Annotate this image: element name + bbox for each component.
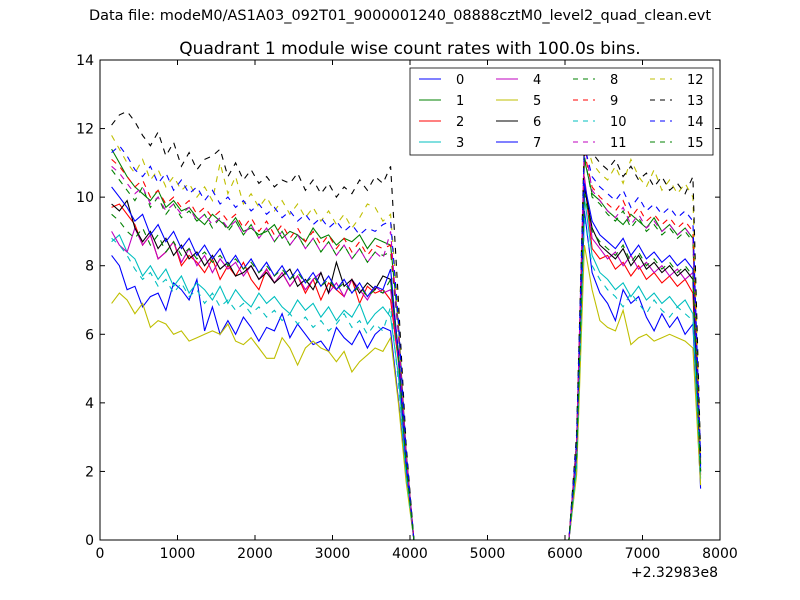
series-line-8 xyxy=(111,155,702,540)
series-line-13 xyxy=(111,110,702,540)
series-line-5 xyxy=(111,245,702,540)
legend-label-12: 12 xyxy=(687,73,704,88)
y-tick-label: 12 xyxy=(76,122,94,138)
x-tick-label: 4000 xyxy=(392,546,428,562)
legend-label-2: 2 xyxy=(456,115,464,130)
legend-label-10: 10 xyxy=(610,115,627,130)
x-tick-label: 8000 xyxy=(702,546,738,562)
x-tick-label: 7000 xyxy=(625,546,661,562)
chart-title: Quadrant 1 module wise count rates with … xyxy=(179,39,640,59)
legend-label-4: 4 xyxy=(533,73,541,88)
y-tick-label: 8 xyxy=(85,259,94,275)
series-line-6 xyxy=(111,186,702,540)
series-line-9 xyxy=(111,152,702,540)
y-tick-label: 4 xyxy=(85,396,94,412)
data-file-supertitle: Data file: modeM0/AS1A03_092T01_90000012… xyxy=(88,8,712,24)
series-line-11 xyxy=(111,142,702,540)
legend-label-6: 6 xyxy=(533,115,541,130)
legend-label-15: 15 xyxy=(687,136,704,151)
axes-layer: 0 1000 2000 3000 4000 5000 6000 7000 80000246810… xyxy=(76,53,738,562)
series-line-3 xyxy=(111,197,702,540)
legend-label-1: 1 xyxy=(456,94,464,109)
y-tick-label: 14 xyxy=(76,53,94,69)
y-tick-label: 10 xyxy=(76,190,94,206)
legend-label-11: 11 xyxy=(610,136,627,151)
series-line-2 xyxy=(111,179,702,540)
x-tick-label: 0 xyxy=(96,546,105,562)
legend-box xyxy=(409,67,714,156)
legend-label-9: 9 xyxy=(610,94,618,109)
y-tick-label: 2 xyxy=(85,464,94,480)
legend-label-8: 8 xyxy=(610,73,618,88)
y-tick-label: 0 xyxy=(85,533,94,549)
x-tick-label: 5000 xyxy=(470,546,506,562)
x-offset-label: +2.32983e8 xyxy=(631,565,718,581)
legend-label-7: 7 xyxy=(533,136,541,151)
legend-label-5: 5 xyxy=(533,94,541,109)
legend-label-3: 3 xyxy=(456,136,464,151)
x-tick-label: 6000 xyxy=(547,546,583,562)
x-tick-label: 3000 xyxy=(315,546,351,562)
x-tick-label: 2000 xyxy=(237,546,273,562)
series-line-14 xyxy=(111,144,702,540)
legend-label-13: 13 xyxy=(687,94,704,109)
series-line-0 xyxy=(111,210,702,540)
x-tick-label: 1000 xyxy=(160,546,196,562)
legend-label-14: 14 xyxy=(687,115,704,130)
series-line-7 xyxy=(111,183,702,540)
legend-label-0: 0 xyxy=(456,73,464,88)
series-layer xyxy=(111,110,702,540)
series-line-15 xyxy=(111,193,702,540)
y-tick-label: 6 xyxy=(85,327,94,343)
